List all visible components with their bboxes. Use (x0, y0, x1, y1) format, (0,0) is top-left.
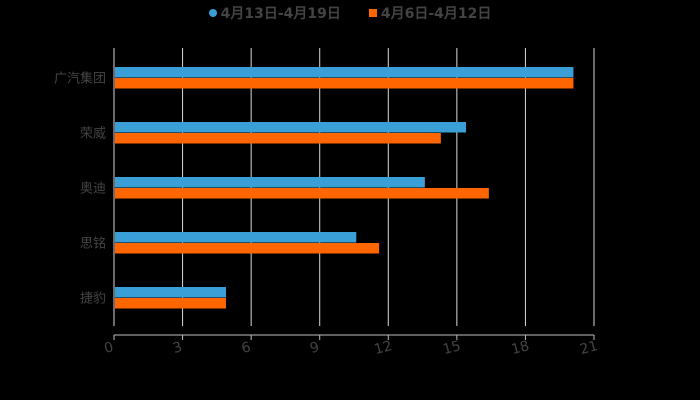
x-tick-label: 6 (240, 339, 253, 357)
x-tick-label: 15 (441, 338, 462, 358)
y-category-label: 奥迪 (80, 182, 106, 197)
x-tick-label: 3 (171, 339, 184, 357)
bar[interactable] (115, 287, 226, 298)
bar[interactable] (115, 78, 574, 89)
bar[interactable] (115, 133, 441, 144)
bar[interactable] (115, 232, 357, 243)
legend-label: 4月13日-4月19日 (220, 6, 341, 22)
x-tick-label: 9 (308, 339, 321, 357)
legend-item-week-apr6[interactable]: 4月6日-4月12日 (368, 3, 492, 23)
y-category-label: 荣威 (80, 127, 106, 142)
y-category-label: 思铭 (80, 237, 106, 252)
x-tick-label: 18 (510, 338, 531, 358)
bar[interactable] (115, 298, 226, 309)
legend-item-week-apr13[interactable]: 4月13日-4月19日 (208, 3, 341, 23)
bar[interactable] (115, 243, 380, 254)
bar[interactable] (115, 177, 425, 188)
legend-marker-orange-icon (368, 9, 377, 17)
x-tick-label: 21 (578, 338, 599, 358)
x-tick-label: 12 (373, 338, 394, 358)
chart-legend: 4月13日-4月19日 4月6日-4月12日 (0, 3, 700, 23)
bar[interactable] (115, 188, 489, 199)
legend-marker-blue-icon (208, 9, 217, 17)
legend-label: 4月6日-4月12日 (380, 6, 492, 22)
bar[interactable] (115, 67, 574, 78)
y-category-label: 捷豹 (80, 292, 106, 307)
y-category-label: 广汽集团 (54, 71, 106, 87)
bar[interactable] (115, 122, 466, 133)
x-tick-label: 0 (103, 339, 116, 357)
